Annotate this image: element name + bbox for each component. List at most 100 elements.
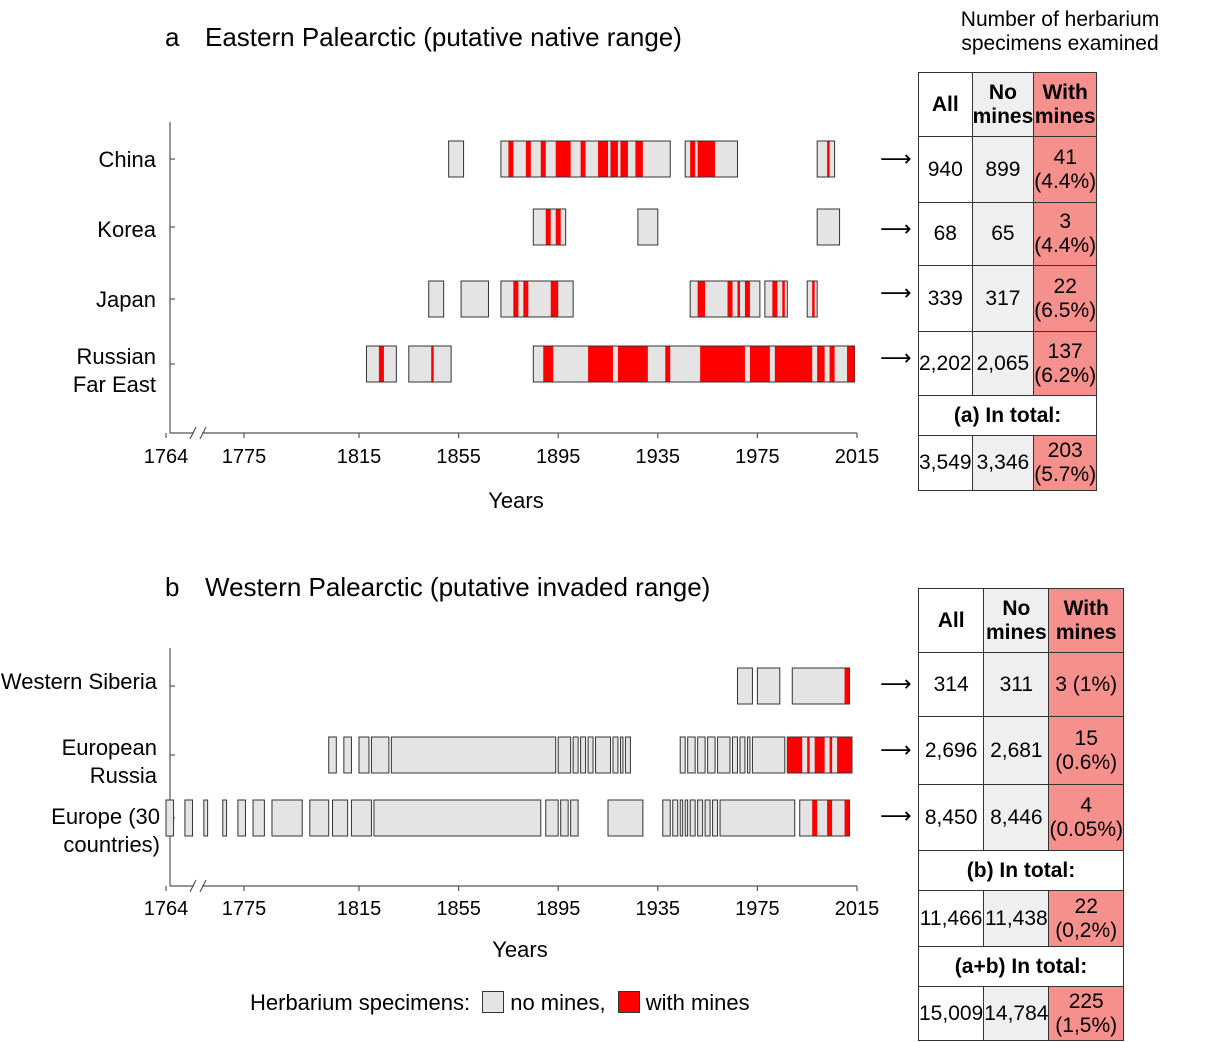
specimen-block: [697, 799, 704, 837]
legend-label-with-mines: with mines: [645, 990, 750, 1015]
mine-mark: [588, 346, 613, 382]
specimen-block: [719, 799, 796, 837]
mine-mark: [550, 281, 559, 317]
x-tick-label: 1815: [336, 898, 382, 920]
specimen-block: [684, 799, 689, 837]
mine-mark: [700, 346, 745, 382]
specimen-block: [570, 799, 579, 837]
panel-b-title: b Western Palearctic (putative invaded ra…: [165, 572, 710, 603]
specimen-block: [343, 736, 352, 774]
x-tick-label: 1764: [143, 446, 189, 468]
table-row: 15,009 14,784 225 (1,5%): [917, 986, 1124, 1041]
cell-all: 314: [917, 652, 985, 717]
mine-mark: [540, 141, 546, 177]
cell-with-mines: 15 (0.6%): [1048, 716, 1124, 785]
cell-with-mines: 4 (0.05%): [1048, 784, 1124, 851]
mine-mark: [610, 141, 618, 177]
specimen-block: [816, 140, 836, 178]
mine-mark: [580, 141, 586, 177]
cell-all: 2,202: [918, 331, 973, 396]
specimen-block: [612, 736, 619, 774]
x-tick-label: 1855: [436, 446, 481, 468]
cell-all: 11,466: [917, 890, 985, 947]
specimen-block: [687, 736, 696, 774]
col-header-all: All: [918, 72, 973, 137]
table-row: 339 317 22 (6.5%): [918, 265, 1098, 332]
mine-mark: [812, 281, 815, 317]
mine-mark: [665, 346, 671, 382]
mine-mark: [525, 141, 531, 177]
legend-swatch-with-mines: [617, 991, 640, 1013]
cell-no-mines: 2,681: [983, 716, 1050, 785]
table-row: 2,696 2,681 15 (0.6%): [917, 716, 1124, 785]
legend-prefix: Herbarium specimens:: [250, 990, 471, 1015]
mine-mark: [635, 141, 643, 177]
specimen-block: [746, 736, 751, 774]
specimen-block: [390, 736, 557, 774]
specimen-block: [712, 799, 719, 837]
mine-mark: [555, 141, 571, 177]
specimen-block: [328, 736, 337, 774]
specimen-block: [560, 799, 569, 837]
specimen-block: [756, 667, 781, 705]
mine-mark: [523, 281, 529, 317]
specimen-block: [460, 280, 489, 318]
specimen-block: [679, 736, 686, 774]
region-label-korea: Korea: [97, 217, 156, 242]
mine-mark: [690, 141, 696, 177]
mine-mark: [847, 346, 855, 382]
table-row: 3,549 3,346 203 (5.7%): [918, 435, 1098, 491]
cell-all: 339: [918, 265, 973, 332]
mine-mark: [782, 281, 785, 317]
total-label-ab: (a+b) In total:: [918, 946, 1124, 987]
x-tick-label: 1815: [336, 446, 382, 468]
total-row-label: (a) In total:: [917, 395, 1098, 436]
x-tick-label: 1895: [535, 446, 581, 468]
panel-a-letter: a: [165, 22, 180, 52]
cell-with-mines: 203 (5.7%): [1033, 435, 1098, 491]
mine-mark: [814, 737, 825, 773]
specimen-block: [203, 799, 209, 837]
specimen-block: [595, 736, 611, 774]
specimen-block: [619, 736, 624, 774]
mine-mark: [697, 141, 716, 177]
region-label-china: China: [98, 147, 156, 172]
mine-mark: [617, 346, 648, 382]
cell-no-mines: 8,446: [983, 784, 1050, 851]
table-header: Number of herbarium specimens examined: [960, 8, 1160, 55]
arrow-icon: ⟶: [880, 146, 912, 171]
specimen-block: [237, 799, 246, 837]
region-label-japan: Japan: [96, 287, 156, 312]
cell-with-mines: 41 (4.4%): [1033, 136, 1098, 203]
col-header-all: All: [917, 588, 985, 653]
x-tick-label: 1975: [735, 446, 780, 468]
mine-mark: [378, 346, 384, 382]
x-tick-label: 1935: [635, 898, 681, 920]
timeline-row: [532, 208, 841, 246]
mine-mark: [829, 346, 835, 382]
cell-with-mines: 3 (4.4%): [1033, 202, 1098, 266]
x-tick-label: 1975: [735, 898, 780, 920]
cell-all: 15,009: [917, 986, 985, 1041]
x-tick-label: 1895: [535, 898, 581, 920]
x-tick-label: 1935: [635, 446, 681, 468]
x-tick-label: 2015: [834, 446, 880, 468]
mine-mark: [513, 281, 519, 317]
cell-all: 2,696: [917, 716, 985, 785]
specimen-block: [689, 799, 696, 837]
cell-all: 3,549: [918, 435, 973, 491]
specimen-block: [165, 799, 175, 837]
specimen-block: [373, 799, 542, 837]
specimen-block: [557, 736, 572, 774]
specimen-block: [448, 140, 465, 178]
panel-b-title-text: Western Palearctic (putative invaded ran…: [205, 572, 711, 602]
specimen-block: [637, 208, 659, 246]
specimen-block: [707, 736, 716, 774]
specimen-block: [271, 799, 303, 837]
mine-mark: [744, 281, 750, 317]
total-label-b: (b) In total:: [918, 850, 1124, 891]
col-header-no-mines: No mines: [983, 588, 1050, 653]
specimen-block: [751, 736, 786, 774]
specimen-block: [679, 799, 684, 837]
cell-all: 940: [918, 136, 973, 203]
